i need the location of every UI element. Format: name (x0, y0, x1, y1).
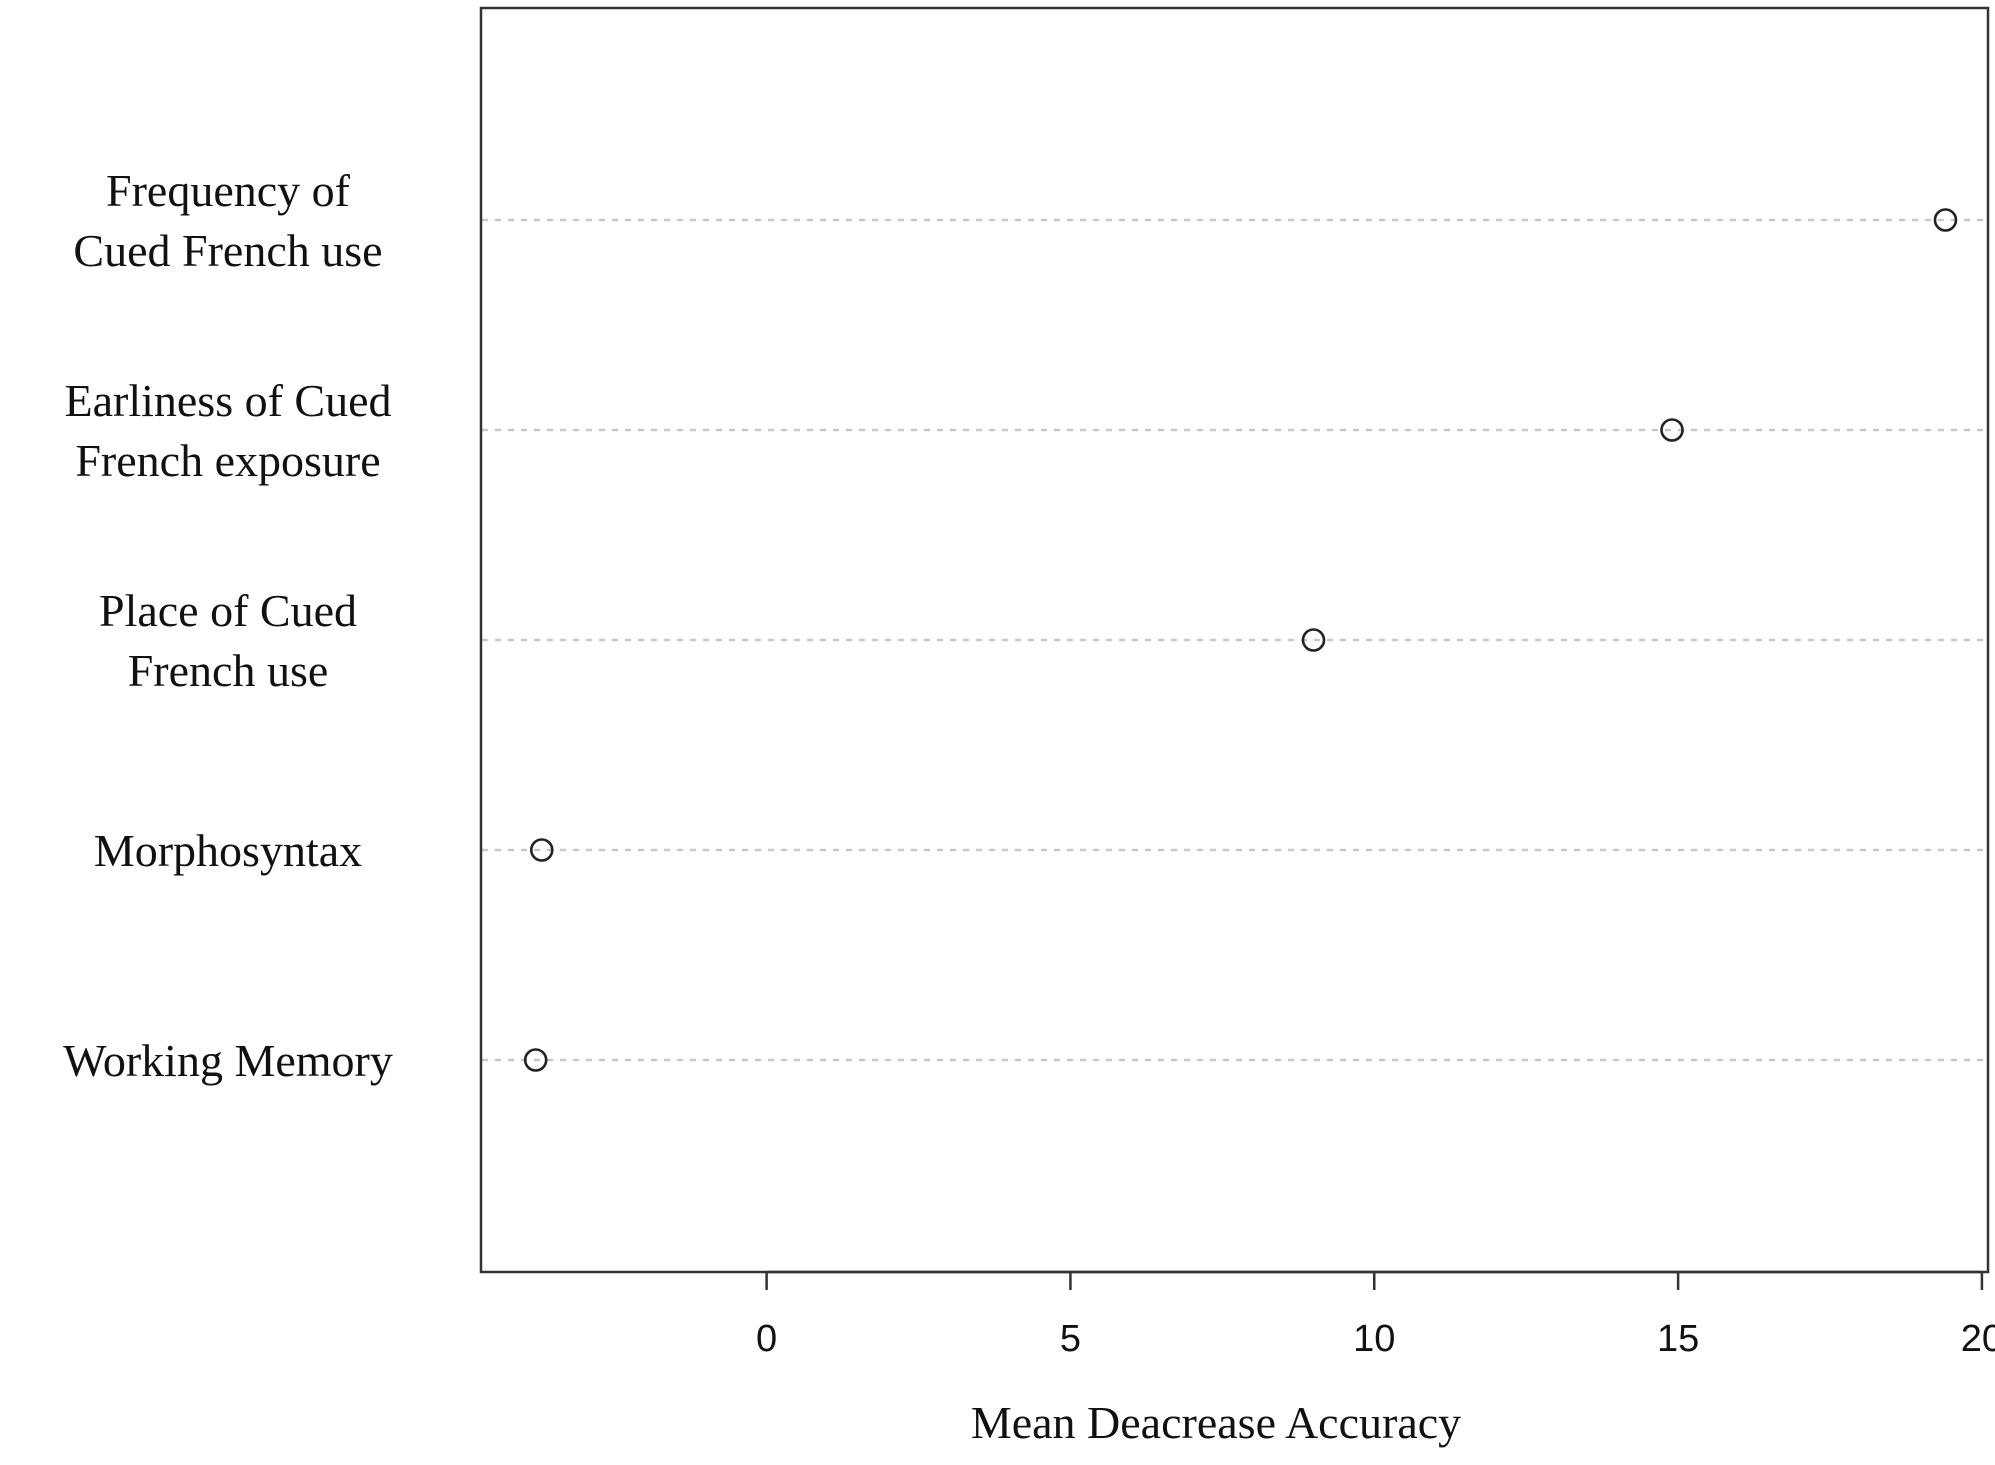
category-label-line: Earliness of Cued (64, 375, 391, 426)
x-axis-ticks: 0 5 10 15 20 (756, 1272, 1995, 1360)
point-working-memory (523, 1048, 548, 1072)
x-axis: 0 5 10 15 20 (756, 1270, 1995, 1360)
category-label-line: Morphosyntax (94, 825, 362, 876)
point-frequency-of-cued-french-use (1933, 208, 1958, 232)
category-label-line: French exposure (75, 435, 380, 486)
point-earliness-of-cued-french-exposure (1660, 418, 1684, 442)
x-axis-title: Mean Deacrease Accuracy (971, 1397, 1461, 1448)
grid-lines (481, 218, 1988, 1062)
x-tick-label-15: 15 (1657, 1318, 1699, 1360)
category-label-line: Working Memory (63, 1035, 393, 1086)
x-tick-label-10: 10 (1353, 1318, 1395, 1360)
data-points (523, 208, 1958, 1072)
category-label-working-memory: Working Memory (63, 1035, 393, 1086)
category-label-line: Cued French use (73, 225, 382, 276)
category-labels: Frequency of Cued French use Earliness of … (63, 165, 393, 1086)
point-morphosyntax (529, 838, 554, 862)
x-tick-label-0: 0 (756, 1318, 777, 1360)
category-label-morphosyntax: Morphosyntax (94, 825, 362, 876)
point-place-of-cued-french-use (1301, 628, 1326, 652)
category-label-line: Place of Cued (99, 585, 357, 636)
x-tick-label-5: 5 (1060, 1318, 1081, 1360)
category-label-line: Frequency of (106, 165, 351, 216)
category-label-earliness-of-cued-french-exposure: Earliness of Cued French exposure (64, 375, 391, 486)
category-label-line: French use (128, 645, 329, 696)
x-tick-label-20: 20 (1961, 1318, 1995, 1360)
category-label-frequency-of-cued-french-use: Frequency of Cued French use (73, 165, 382, 276)
category-label-place-of-cued-french-use: Place of Cued French use (99, 585, 357, 696)
